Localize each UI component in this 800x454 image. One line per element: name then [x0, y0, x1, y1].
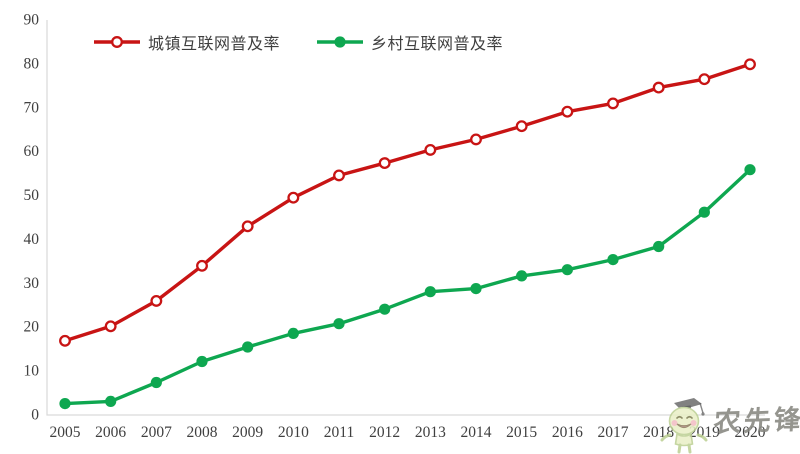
x-tick-label: 2020	[735, 424, 766, 441]
x-tick-label: 2019	[689, 424, 720, 441]
rural-data-point	[653, 240, 665, 253]
urban-data-point	[150, 294, 163, 307]
urban-data-point	[59, 334, 71, 347]
axis-lines	[46, 20, 765, 416]
x-tick-label: 2015	[506, 424, 537, 441]
rural-data-point	[424, 286, 436, 298]
y-tick-label: 0	[31, 407, 39, 424]
rural-data-point	[333, 318, 345, 330]
legend-item-rural: 乡村互联网普及率	[316, 30, 503, 54]
urban-data-point	[196, 259, 208, 272]
rural-data-point	[561, 264, 573, 276]
rural-data-point	[287, 327, 299, 339]
rural-data-point	[242, 341, 254, 353]
y-tick-label: 10	[24, 363, 40, 380]
urban-data-point	[698, 73, 711, 86]
x-tick-label: 2012	[369, 424, 400, 441]
urban-data-point	[607, 97, 619, 110]
x-tick-label: 2013	[415, 424, 446, 441]
x-tick-label: 2008	[187, 424, 218, 441]
urban-data-point	[104, 320, 117, 333]
urban-data-point	[287, 191, 300, 204]
urban-data-point	[744, 58, 756, 71]
urban-series-marker-icon	[93, 35, 141, 49]
rural-data-point	[379, 303, 391, 315]
x-tick-label: 2007	[141, 424, 172, 441]
legend-label-rural: 乡村互联网普及率	[371, 36, 504, 53]
rural-data-point	[516, 270, 528, 282]
x-tick-label: 2016	[552, 424, 583, 441]
y-tick-label: 30	[24, 275, 40, 292]
rural-data-point	[105, 395, 117, 407]
y-tick-label: 20	[24, 319, 40, 336]
urban-data-point	[378, 157, 391, 170]
x-tick-label: 2009	[232, 424, 263, 441]
x-tick-label: 2011	[324, 424, 354, 441]
legend: 城镇互联网普及率 乡村互联网普及率	[93, 30, 503, 54]
rural-data-point	[607, 254, 619, 266]
x-tick-label: 2006	[95, 424, 126, 441]
x-tick-label: 2005	[50, 424, 81, 441]
x-tick-label: 2014	[461, 424, 492, 441]
x-tick-label: 2010	[278, 424, 309, 441]
urban-penetration-line	[63, 62, 752, 343]
urban-data-point	[470, 133, 482, 146]
x-tick-label: 2018	[643, 424, 674, 441]
legend-label-urban: 城镇互联网普及率	[148, 36, 281, 53]
y-tick-label: 70	[24, 99, 40, 116]
rural-data-point	[744, 164, 756, 176]
urban-data-point	[241, 220, 254, 233]
y-tick-label: 60	[24, 143, 40, 160]
urban-data-point	[333, 169, 345, 182]
rural-data-point	[150, 376, 162, 389]
rural-penetration-line	[63, 167, 752, 406]
rural-data-point	[196, 355, 208, 368]
y-tick-label: 80	[24, 55, 40, 72]
rural-data-point	[698, 206, 710, 218]
urban-data-point	[424, 143, 437, 156]
rural-data-point	[59, 398, 71, 410]
urban-data-point	[515, 120, 528, 133]
urban-data-point	[652, 81, 665, 94]
x-tick-label: 2017	[598, 424, 629, 441]
legend-item-urban: 城镇互联网普及率	[93, 30, 280, 54]
y-tick-label: 50	[24, 187, 40, 204]
rural-series-marker-icon	[316, 35, 364, 49]
y-tick-label: 40	[24, 231, 40, 248]
urban-data-point	[561, 105, 574, 118]
rural-data-point	[470, 283, 482, 295]
y-tick-label: 90	[24, 12, 40, 29]
